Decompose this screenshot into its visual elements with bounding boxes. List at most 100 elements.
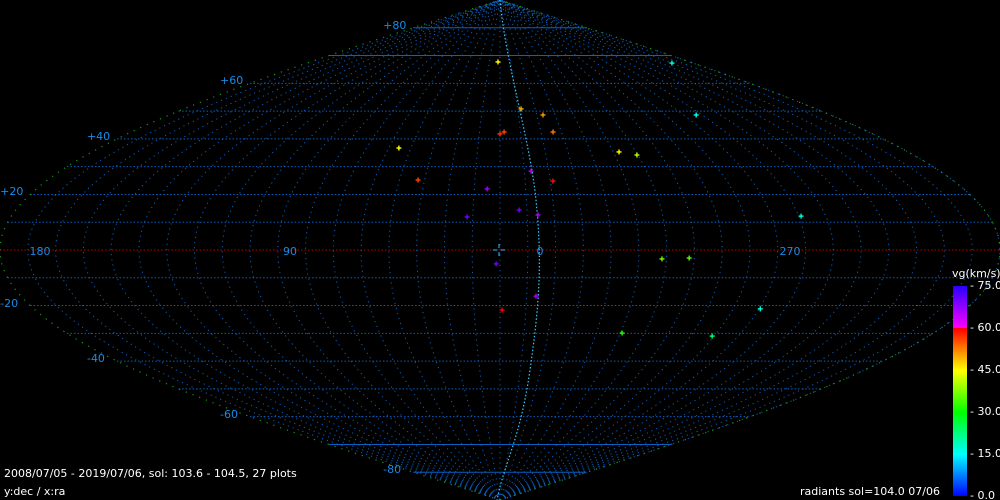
colorbar-segment bbox=[953, 448, 967, 449]
colorbar-segment bbox=[953, 351, 967, 352]
colorbar-tick-label: - 60.0 bbox=[970, 321, 1000, 334]
dec-tick-label: +20 bbox=[0, 185, 24, 199]
colorbar-segment bbox=[953, 365, 967, 366]
colorbar-segment bbox=[953, 435, 967, 436]
colorbar-segment bbox=[953, 489, 967, 490]
colorbar-tick-label: - 75.0 bbox=[970, 279, 1000, 292]
meridian-line bbox=[110, 0, 501, 500]
colorbar-segment bbox=[953, 398, 967, 399]
colorbar-segment bbox=[953, 400, 967, 401]
meridian-line bbox=[332, 0, 501, 500]
colorbar-segment bbox=[953, 423, 967, 424]
colorbar-segment bbox=[953, 321, 967, 322]
colorbar-segment bbox=[953, 373, 967, 374]
colorbar-segment bbox=[953, 308, 967, 309]
colorbar-segment bbox=[953, 494, 967, 495]
ra-tick-label: 0 bbox=[536, 245, 544, 258]
colorbar-segment bbox=[953, 405, 967, 406]
colorbar-segment bbox=[953, 421, 967, 422]
colorbar-segment bbox=[953, 289, 967, 290]
colorbar-tick-label: - 0.0 bbox=[970, 489, 995, 500]
colorbar-segment bbox=[953, 385, 967, 386]
radiant-point bbox=[616, 149, 622, 155]
radiant-point bbox=[634, 152, 640, 158]
colorbar-segment bbox=[953, 383, 967, 384]
colorbar-segment bbox=[953, 437, 967, 438]
colorbar-segment bbox=[953, 476, 967, 477]
ra-tick-label: 180 bbox=[29, 245, 51, 258]
colorbar-segment bbox=[953, 467, 967, 468]
colorbar-segment bbox=[953, 434, 967, 435]
meridian-line bbox=[360, 0, 501, 500]
radiant-point bbox=[550, 129, 556, 135]
radiant-point bbox=[535, 212, 541, 218]
colorbar-segment bbox=[953, 464, 967, 465]
colorbar-segment bbox=[953, 428, 967, 429]
colorbar-segment bbox=[953, 384, 967, 385]
colorbar-segment bbox=[953, 389, 967, 390]
radiant-points bbox=[396, 59, 804, 339]
radiant-point bbox=[499, 307, 505, 313]
colorbar-segment bbox=[953, 455, 967, 456]
dec-tick-label: +60 bbox=[220, 74, 244, 88]
colorbar-segment bbox=[953, 300, 967, 301]
colorbar-segment bbox=[953, 444, 967, 445]
colorbar-segment bbox=[953, 439, 967, 440]
colorbar-segment bbox=[953, 304, 967, 305]
colorbar-segment bbox=[953, 367, 967, 368]
colorbar-segment bbox=[953, 296, 967, 297]
colorbar-segment bbox=[953, 482, 967, 483]
colorbar-segment bbox=[953, 451, 967, 452]
colorbar-segment bbox=[953, 303, 967, 304]
colorbar-segment bbox=[953, 490, 967, 491]
colorbar-segment bbox=[953, 333, 967, 334]
colorbar-tick-label: - 45.0 bbox=[970, 363, 1000, 376]
meridian-line bbox=[499, 0, 973, 500]
colorbar-segment bbox=[953, 412, 967, 413]
colorbar-segment bbox=[953, 293, 967, 294]
colorbar-segment bbox=[953, 447, 967, 448]
radiant-point bbox=[686, 255, 692, 261]
colorbar-segment bbox=[953, 307, 967, 308]
radiant-point bbox=[493, 261, 499, 267]
radiant-point bbox=[464, 214, 470, 220]
colorbar-segment bbox=[953, 301, 967, 302]
colorbar-segment bbox=[953, 297, 967, 298]
meridian-line bbox=[499, 0, 584, 500]
colorbar-segment bbox=[953, 493, 967, 494]
radiant-point bbox=[757, 306, 763, 312]
colorbar-segment bbox=[953, 436, 967, 437]
colorbar-segment bbox=[953, 358, 967, 359]
colorbar-segment bbox=[953, 359, 967, 360]
colorbar-segment bbox=[953, 443, 967, 444]
colorbar-segment bbox=[953, 478, 967, 479]
meridian-line bbox=[221, 0, 501, 500]
colorbar-segment bbox=[953, 483, 967, 484]
radiant-point bbox=[415, 177, 421, 183]
colorbar-tick-label: - 30.0 bbox=[970, 405, 1000, 418]
colorbar-segment bbox=[953, 408, 967, 409]
colorbar-segment bbox=[953, 406, 967, 407]
colorbar-segment bbox=[953, 430, 967, 431]
colorbar-segment bbox=[953, 314, 967, 315]
colorbar-segment bbox=[953, 320, 967, 321]
colorbar-segment bbox=[953, 377, 967, 378]
colorbar-segment bbox=[953, 472, 967, 473]
radiant-point bbox=[669, 60, 675, 66]
colorbar-segment bbox=[953, 341, 967, 342]
colorbar-segment bbox=[953, 318, 967, 319]
colorbar-segment bbox=[953, 323, 967, 324]
colorbar-segment bbox=[953, 388, 967, 389]
colorbar-segment bbox=[953, 477, 967, 478]
colorbar-segment bbox=[953, 479, 967, 480]
colorbar-segment bbox=[953, 471, 967, 472]
colorbar-segment bbox=[953, 396, 967, 397]
radiant-point bbox=[528, 168, 534, 174]
radiant-point bbox=[619, 330, 625, 336]
colorbar-segment bbox=[953, 294, 967, 295]
colorbar-segment bbox=[953, 322, 967, 323]
colorbar-segment bbox=[953, 424, 967, 425]
radiant-point bbox=[484, 186, 490, 192]
colorbar-segment bbox=[953, 360, 967, 361]
colorbar-segment bbox=[953, 495, 967, 496]
